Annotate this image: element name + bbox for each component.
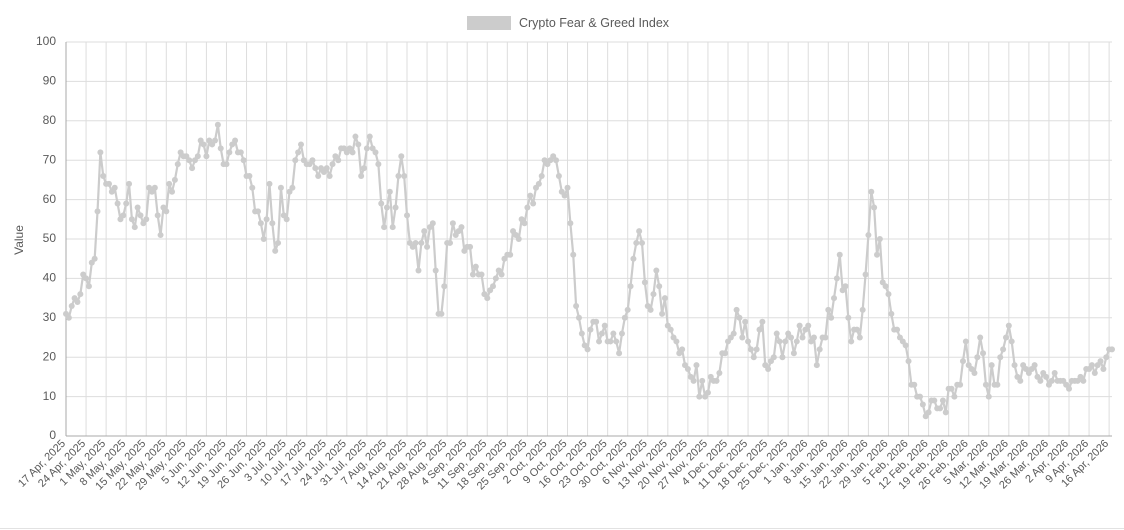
- svg-text:50: 50: [43, 231, 57, 245]
- svg-text:30: 30: [43, 310, 57, 324]
- svg-text:90: 90: [43, 74, 57, 88]
- svg-text:20: 20: [43, 349, 57, 363]
- svg-text:40: 40: [43, 271, 57, 285]
- svg-text:60: 60: [43, 192, 57, 206]
- svg-text:0: 0: [49, 428, 56, 442]
- svg-text:100: 100: [36, 34, 56, 48]
- svg-text:80: 80: [43, 113, 57, 127]
- svg-text:70: 70: [43, 152, 57, 166]
- svg-text:10: 10: [43, 389, 57, 403]
